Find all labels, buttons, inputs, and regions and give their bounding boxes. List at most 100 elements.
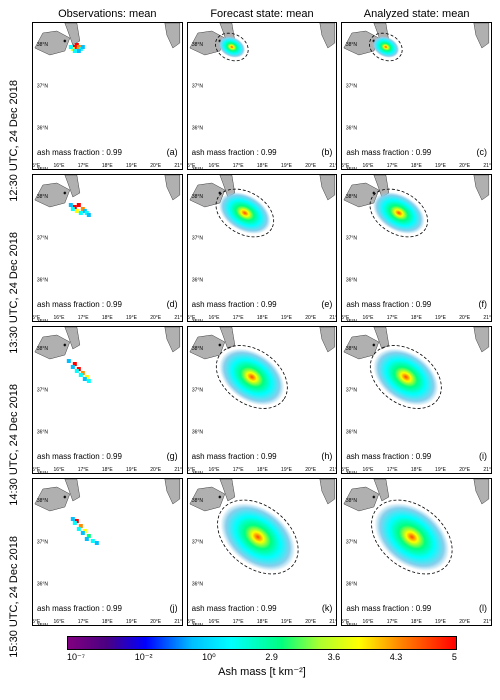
panel-label: (d) bbox=[167, 299, 178, 309]
row-label-3: 15:30 UTC, 24 Dec 2018 bbox=[8, 536, 20, 658]
svg-text:20°E: 20°E bbox=[150, 315, 162, 321]
svg-text:36°N: 36°N bbox=[346, 125, 358, 131]
svg-text:19°E: 19°E bbox=[281, 163, 293, 169]
colorbar-tick: 5 bbox=[452, 652, 457, 663]
svg-text:21°E: 21°E bbox=[329, 467, 336, 473]
ash-fraction-label: ash mass fraction : 0.99 bbox=[346, 604, 431, 613]
svg-text:35°N: 35°N bbox=[191, 623, 203, 625]
panel-label: (l) bbox=[479, 603, 487, 613]
svg-text:35°N: 35°N bbox=[346, 471, 358, 473]
svg-text:17°E: 17°E bbox=[78, 619, 90, 625]
svg-text:16°E: 16°E bbox=[363, 163, 375, 169]
svg-text:35°N: 35°N bbox=[346, 319, 358, 321]
svg-text:17°E: 17°E bbox=[232, 467, 244, 473]
svg-text:21°E: 21°E bbox=[329, 163, 336, 169]
svg-text:35°N: 35°N bbox=[37, 167, 49, 169]
svg-text:16°E: 16°E bbox=[208, 163, 220, 169]
map-panel-f: 15°E16°E17°E18°E19°E20°E21°E35°N36°N37°N… bbox=[341, 174, 492, 322]
svg-text:36°N: 36°N bbox=[37, 125, 49, 131]
map-panel-g: 15°E16°E17°E18°E19°E20°E21°E35°N36°N37°N… bbox=[32, 326, 183, 474]
svg-text:17°E: 17°E bbox=[78, 467, 90, 473]
svg-text:37°N: 37°N bbox=[346, 84, 358, 90]
svg-text:19°E: 19°E bbox=[281, 467, 293, 473]
svg-text:18°E: 18°E bbox=[102, 467, 114, 473]
svg-text:37°N: 37°N bbox=[346, 540, 358, 546]
svg-text:21°E: 21°E bbox=[484, 467, 491, 473]
svg-text:37°N: 37°N bbox=[37, 388, 49, 394]
svg-text:37°N: 37°N bbox=[346, 388, 358, 394]
svg-text:37°N: 37°N bbox=[37, 540, 49, 546]
panel-label: (a) bbox=[167, 147, 178, 157]
svg-text:19°E: 19°E bbox=[435, 163, 447, 169]
svg-text:35°N: 35°N bbox=[346, 623, 358, 625]
svg-text:16°E: 16°E bbox=[363, 315, 375, 321]
svg-text:36°N: 36°N bbox=[346, 581, 358, 587]
panel-grid: 15°E16°E17°E18°E19°E20°E21°E35°N36°N37°N… bbox=[32, 22, 492, 626]
svg-text:16°E: 16°E bbox=[208, 619, 220, 625]
svg-text:36°N: 36°N bbox=[346, 277, 358, 283]
map-panel-h: 15°E16°E17°E18°E19°E20°E21°E35°N36°N37°N… bbox=[187, 326, 338, 474]
svg-text:20°E: 20°E bbox=[305, 163, 317, 169]
svg-text:18°E: 18°E bbox=[102, 619, 114, 625]
svg-text:21°E: 21°E bbox=[174, 467, 181, 473]
svg-text:21°E: 21°E bbox=[484, 315, 491, 321]
colorbar-tick: 4.3 bbox=[390, 652, 403, 663]
map-panel-k: 15°E16°E17°E18°E19°E20°E21°E35°N36°N37°N… bbox=[187, 478, 338, 626]
svg-text:36°N: 36°N bbox=[191, 581, 203, 587]
row-label-1: 13:30 UTC, 24 Dec 2018 bbox=[8, 232, 20, 354]
svg-text:20°E: 20°E bbox=[150, 467, 162, 473]
svg-text:19°E: 19°E bbox=[126, 315, 138, 321]
svg-text:20°E: 20°E bbox=[305, 467, 317, 473]
panel-label: (c) bbox=[477, 147, 488, 157]
map-panel-j: 15°E16°E17°E18°E19°E20°E21°E35°N36°N37°N… bbox=[32, 478, 183, 626]
svg-text:21°E: 21°E bbox=[329, 315, 336, 321]
svg-text:36°N: 36°N bbox=[37, 277, 49, 283]
ash-fraction-label: ash mass fraction : 0.99 bbox=[346, 148, 431, 157]
colorbar-tick: 2.9 bbox=[265, 652, 278, 663]
svg-text:37°N: 37°N bbox=[37, 84, 49, 90]
svg-text:20°E: 20°E bbox=[460, 467, 472, 473]
svg-text:20°E: 20°E bbox=[150, 163, 162, 169]
svg-text:21°E: 21°E bbox=[484, 163, 491, 169]
colorbar-tick: 10⁰ bbox=[202, 652, 216, 663]
svg-text:38°N: 38°N bbox=[37, 42, 49, 48]
svg-text:18°E: 18°E bbox=[102, 315, 114, 321]
svg-text:37°N: 37°N bbox=[37, 236, 49, 242]
col-header-an: Analyzed state: mean bbox=[341, 8, 492, 20]
ash-fraction-label: ash mass fraction : 0.99 bbox=[192, 452, 277, 461]
map-panel-c: 15°E16°E17°E18°E19°E20°E21°E35°N36°N37°N… bbox=[341, 22, 492, 170]
svg-text:17°E: 17°E bbox=[387, 467, 399, 473]
svg-text:17°E: 17°E bbox=[78, 163, 90, 169]
ash-fraction-label: ash mass fraction : 0.99 bbox=[37, 604, 122, 613]
svg-text:19°E: 19°E bbox=[126, 619, 138, 625]
svg-text:18°E: 18°E bbox=[411, 163, 423, 169]
ash-fraction-label: ash mass fraction : 0.99 bbox=[37, 148, 122, 157]
svg-text:35°N: 35°N bbox=[191, 471, 203, 473]
svg-text:20°E: 20°E bbox=[460, 315, 472, 321]
svg-text:37°N: 37°N bbox=[346, 236, 358, 242]
svg-text:16°E: 16°E bbox=[363, 467, 375, 473]
svg-text:38°N: 38°N bbox=[37, 194, 49, 200]
svg-text:38°N: 38°N bbox=[37, 346, 49, 352]
colorbar-tick: 3.6 bbox=[328, 652, 341, 663]
svg-text:18°E: 18°E bbox=[411, 619, 423, 625]
svg-text:16°E: 16°E bbox=[54, 619, 66, 625]
svg-text:35°N: 35°N bbox=[37, 623, 49, 625]
svg-text:16°E: 16°E bbox=[363, 619, 375, 625]
svg-text:19°E: 19°E bbox=[435, 467, 447, 473]
panel-label: (f) bbox=[479, 299, 488, 309]
map-panel-l: 15°E16°E17°E18°E19°E20°E21°E35°N36°N37°N… bbox=[341, 478, 492, 626]
svg-text:20°E: 20°E bbox=[305, 619, 317, 625]
svg-text:38°N: 38°N bbox=[346, 194, 358, 200]
svg-text:18°E: 18°E bbox=[257, 163, 269, 169]
svg-text:17°E: 17°E bbox=[78, 315, 90, 321]
svg-text:36°N: 36°N bbox=[37, 581, 49, 587]
ash-fraction-label: ash mass fraction : 0.99 bbox=[37, 300, 122, 309]
col-header-obs: Observations: mean bbox=[32, 8, 183, 20]
svg-text:20°E: 20°E bbox=[305, 315, 317, 321]
panel-label: (k) bbox=[322, 603, 333, 613]
panel-label: (h) bbox=[321, 451, 332, 461]
map-panel-i: 15°E16°E17°E18°E19°E20°E21°E35°N36°N37°N… bbox=[341, 326, 492, 474]
svg-text:17°E: 17°E bbox=[232, 619, 244, 625]
svg-text:19°E: 19°E bbox=[126, 467, 138, 473]
